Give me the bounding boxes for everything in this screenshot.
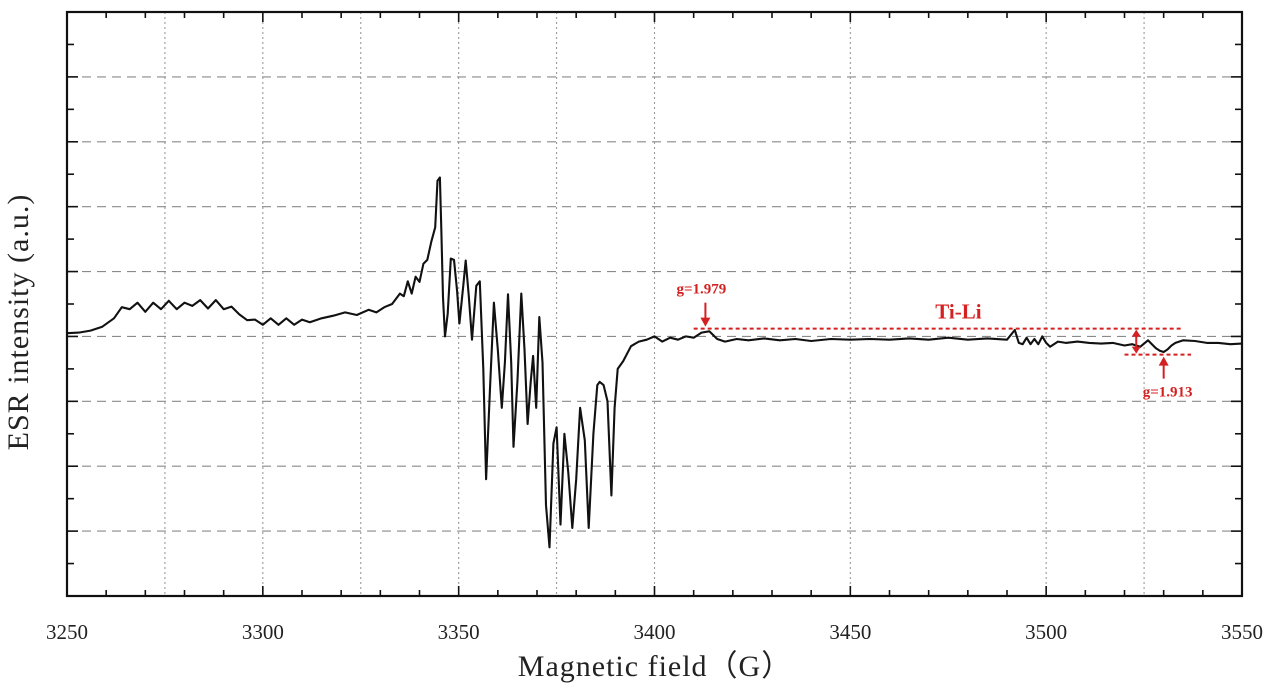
g-low-label: g=1.913 (1143, 385, 1193, 401)
grid-lines (67, 12, 1242, 596)
x-tick-label: 3250 (46, 620, 88, 644)
g-high-label: g=1.979 (677, 282, 727, 298)
x-tick-label: 3400 (634, 620, 676, 644)
tick-labels: 3250 3300 3350 3400 3450 3500 3550 (46, 620, 1263, 644)
series-line (66, 176, 1243, 549)
double-arrow-head-up (1131, 329, 1141, 337)
x-tick-label: 3300 (242, 620, 284, 644)
double-arrow-head-down (1131, 346, 1141, 354)
axis-ticks (66, 11, 1243, 597)
ti-li-label: Ti-Li (935, 300, 981, 324)
g-low-arrow-head (1158, 356, 1169, 366)
annotations: Ti-Li g=1.979 g=1.913 (677, 282, 1193, 401)
x-tick-label: 3350 (438, 620, 480, 644)
x-tick-label: 3450 (829, 620, 871, 644)
y-axis-title: ESR intensity (a.u.) (2, 194, 35, 451)
x-tick-label: 3550 (1221, 620, 1263, 644)
g-high-arrow-head (700, 317, 711, 327)
x-axis-title: Magnetic field（G） (518, 650, 792, 683)
x-tick-label: 3500 (1025, 620, 1067, 644)
